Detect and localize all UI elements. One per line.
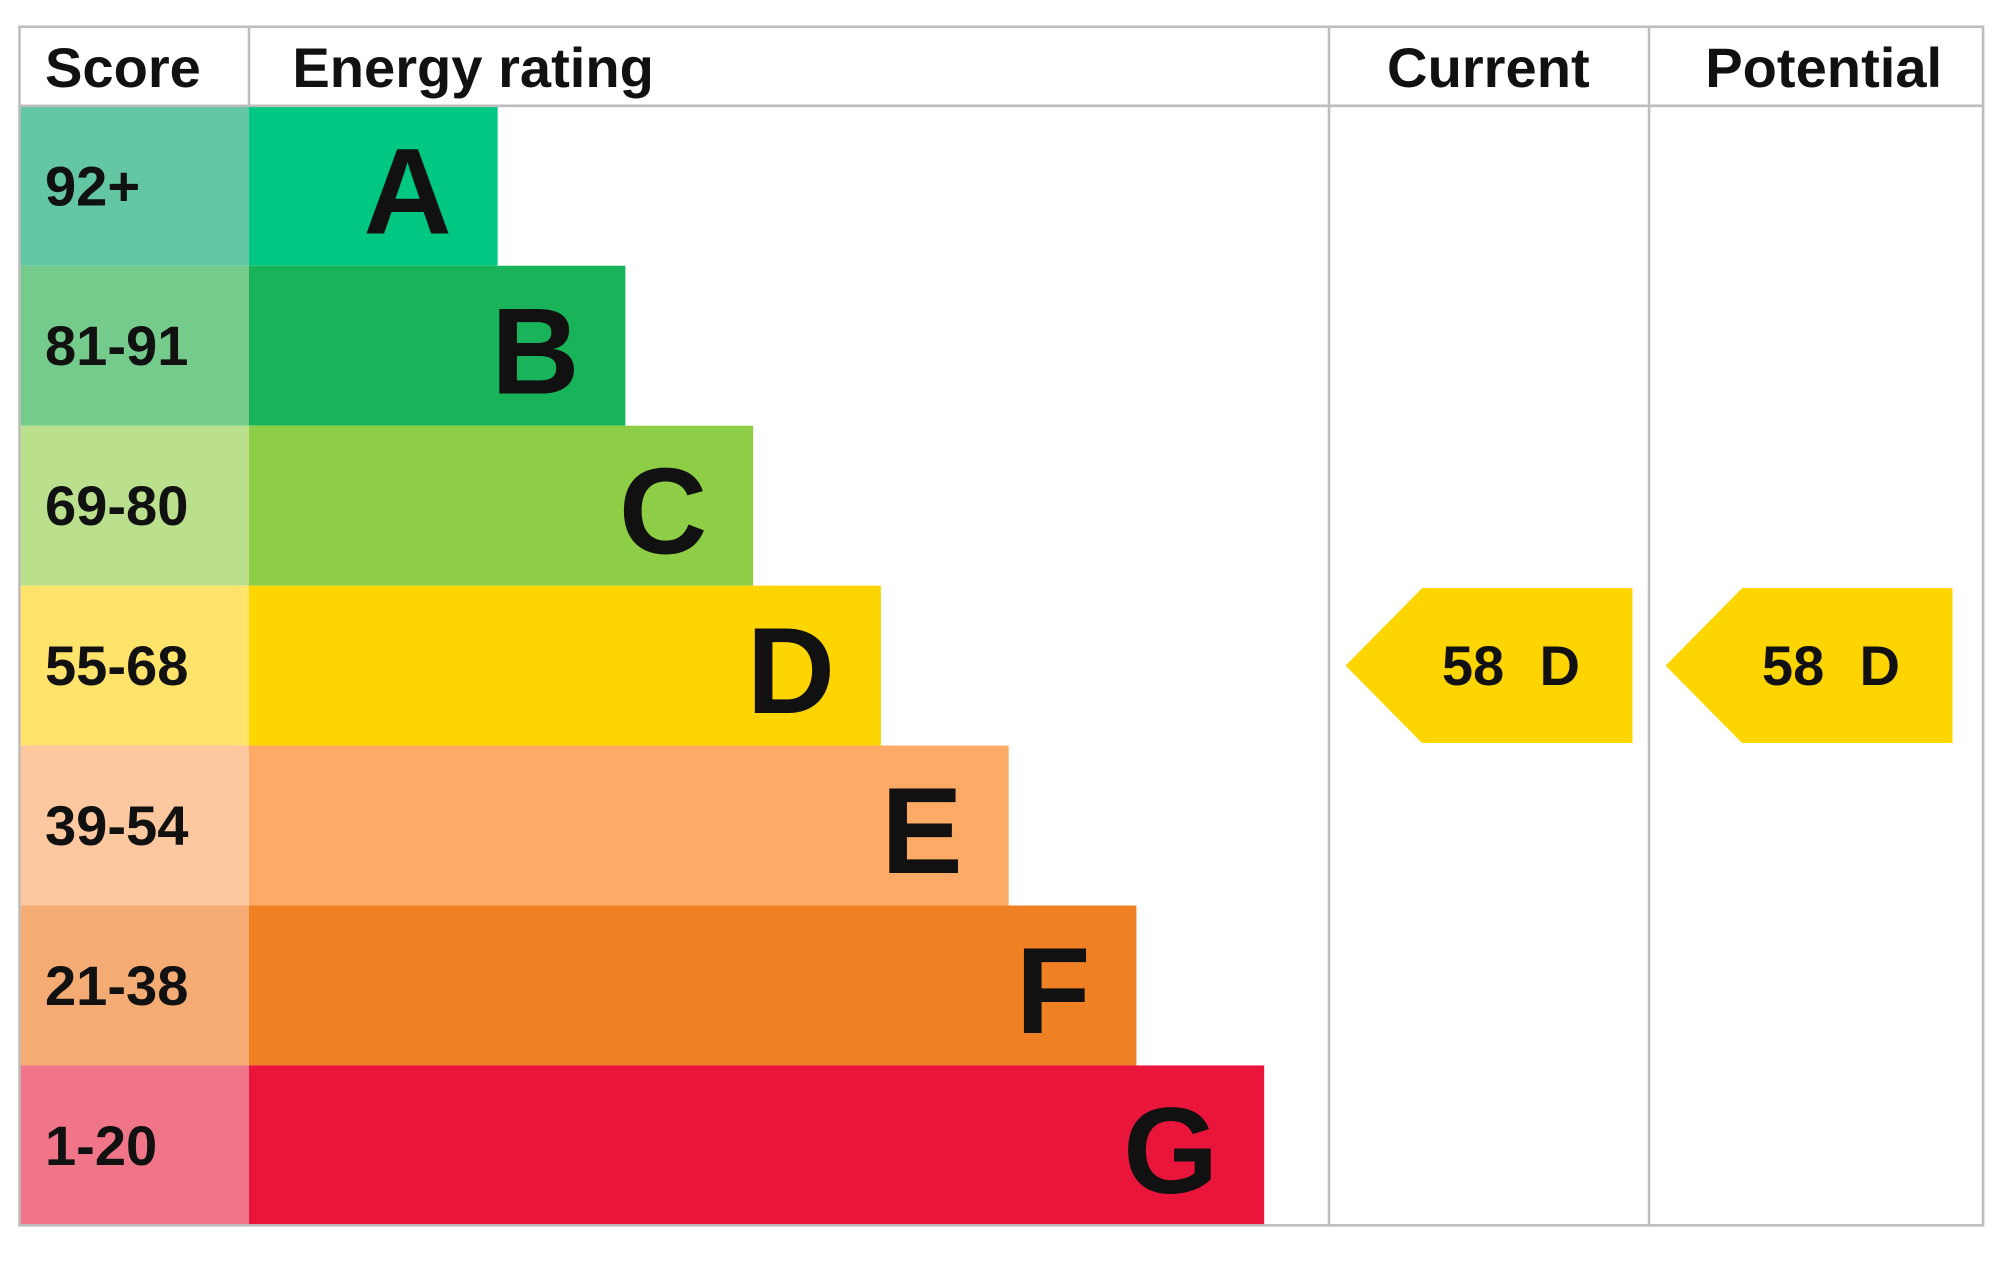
potential-rating: D (1860, 634, 1901, 697)
rating-letter: E (881, 762, 963, 899)
score-cell (19, 265, 249, 426)
score-cell (19, 745, 249, 906)
table-grid (18, 25, 1985, 1227)
rating-bar (248, 105, 498, 266)
rating-bar (248, 905, 1137, 1066)
rating-letter: C (619, 442, 707, 579)
header-rating: Energy rating (292, 36, 654, 99)
table-border (18, 25, 1985, 1227)
header-potential: Potential (1705, 36, 1942, 99)
rating-bar (248, 425, 754, 586)
score-label: 81-91 (45, 314, 188, 377)
score-label: 1-20 (45, 1114, 157, 1177)
current-rating: D (1539, 634, 1580, 697)
rating-letter: F (1016, 922, 1091, 1059)
rating-bar (248, 745, 1009, 906)
potential-arrow (1665, 588, 1953, 744)
score-cell (19, 585, 249, 746)
header-current: Current (1387, 36, 1590, 99)
score-label: 21-38 (45, 954, 188, 1017)
rating-letter: B (491, 282, 579, 419)
score-cell (19, 1065, 249, 1226)
score-cell (19, 905, 249, 1066)
score-label: 55-68 (45, 634, 188, 697)
current-score: 58 (1442, 634, 1504, 697)
rating-bar (248, 1065, 1265, 1226)
score-label: 39-54 (45, 794, 188, 857)
rating-bar (248, 265, 626, 426)
rating-letter: A (363, 122, 451, 259)
potential-score: 58 (1762, 634, 1824, 697)
score-label: 69-80 (45, 474, 188, 537)
rating-letter: G (1123, 1082, 1218, 1219)
rating-letter: D (747, 602, 835, 739)
score-cell (19, 425, 249, 586)
rating-bar (248, 585, 881, 746)
header-score: Score (45, 36, 201, 99)
score-label: 92+ (45, 154, 140, 217)
current-arrow (1345, 588, 1633, 744)
score-cell (19, 105, 249, 266)
